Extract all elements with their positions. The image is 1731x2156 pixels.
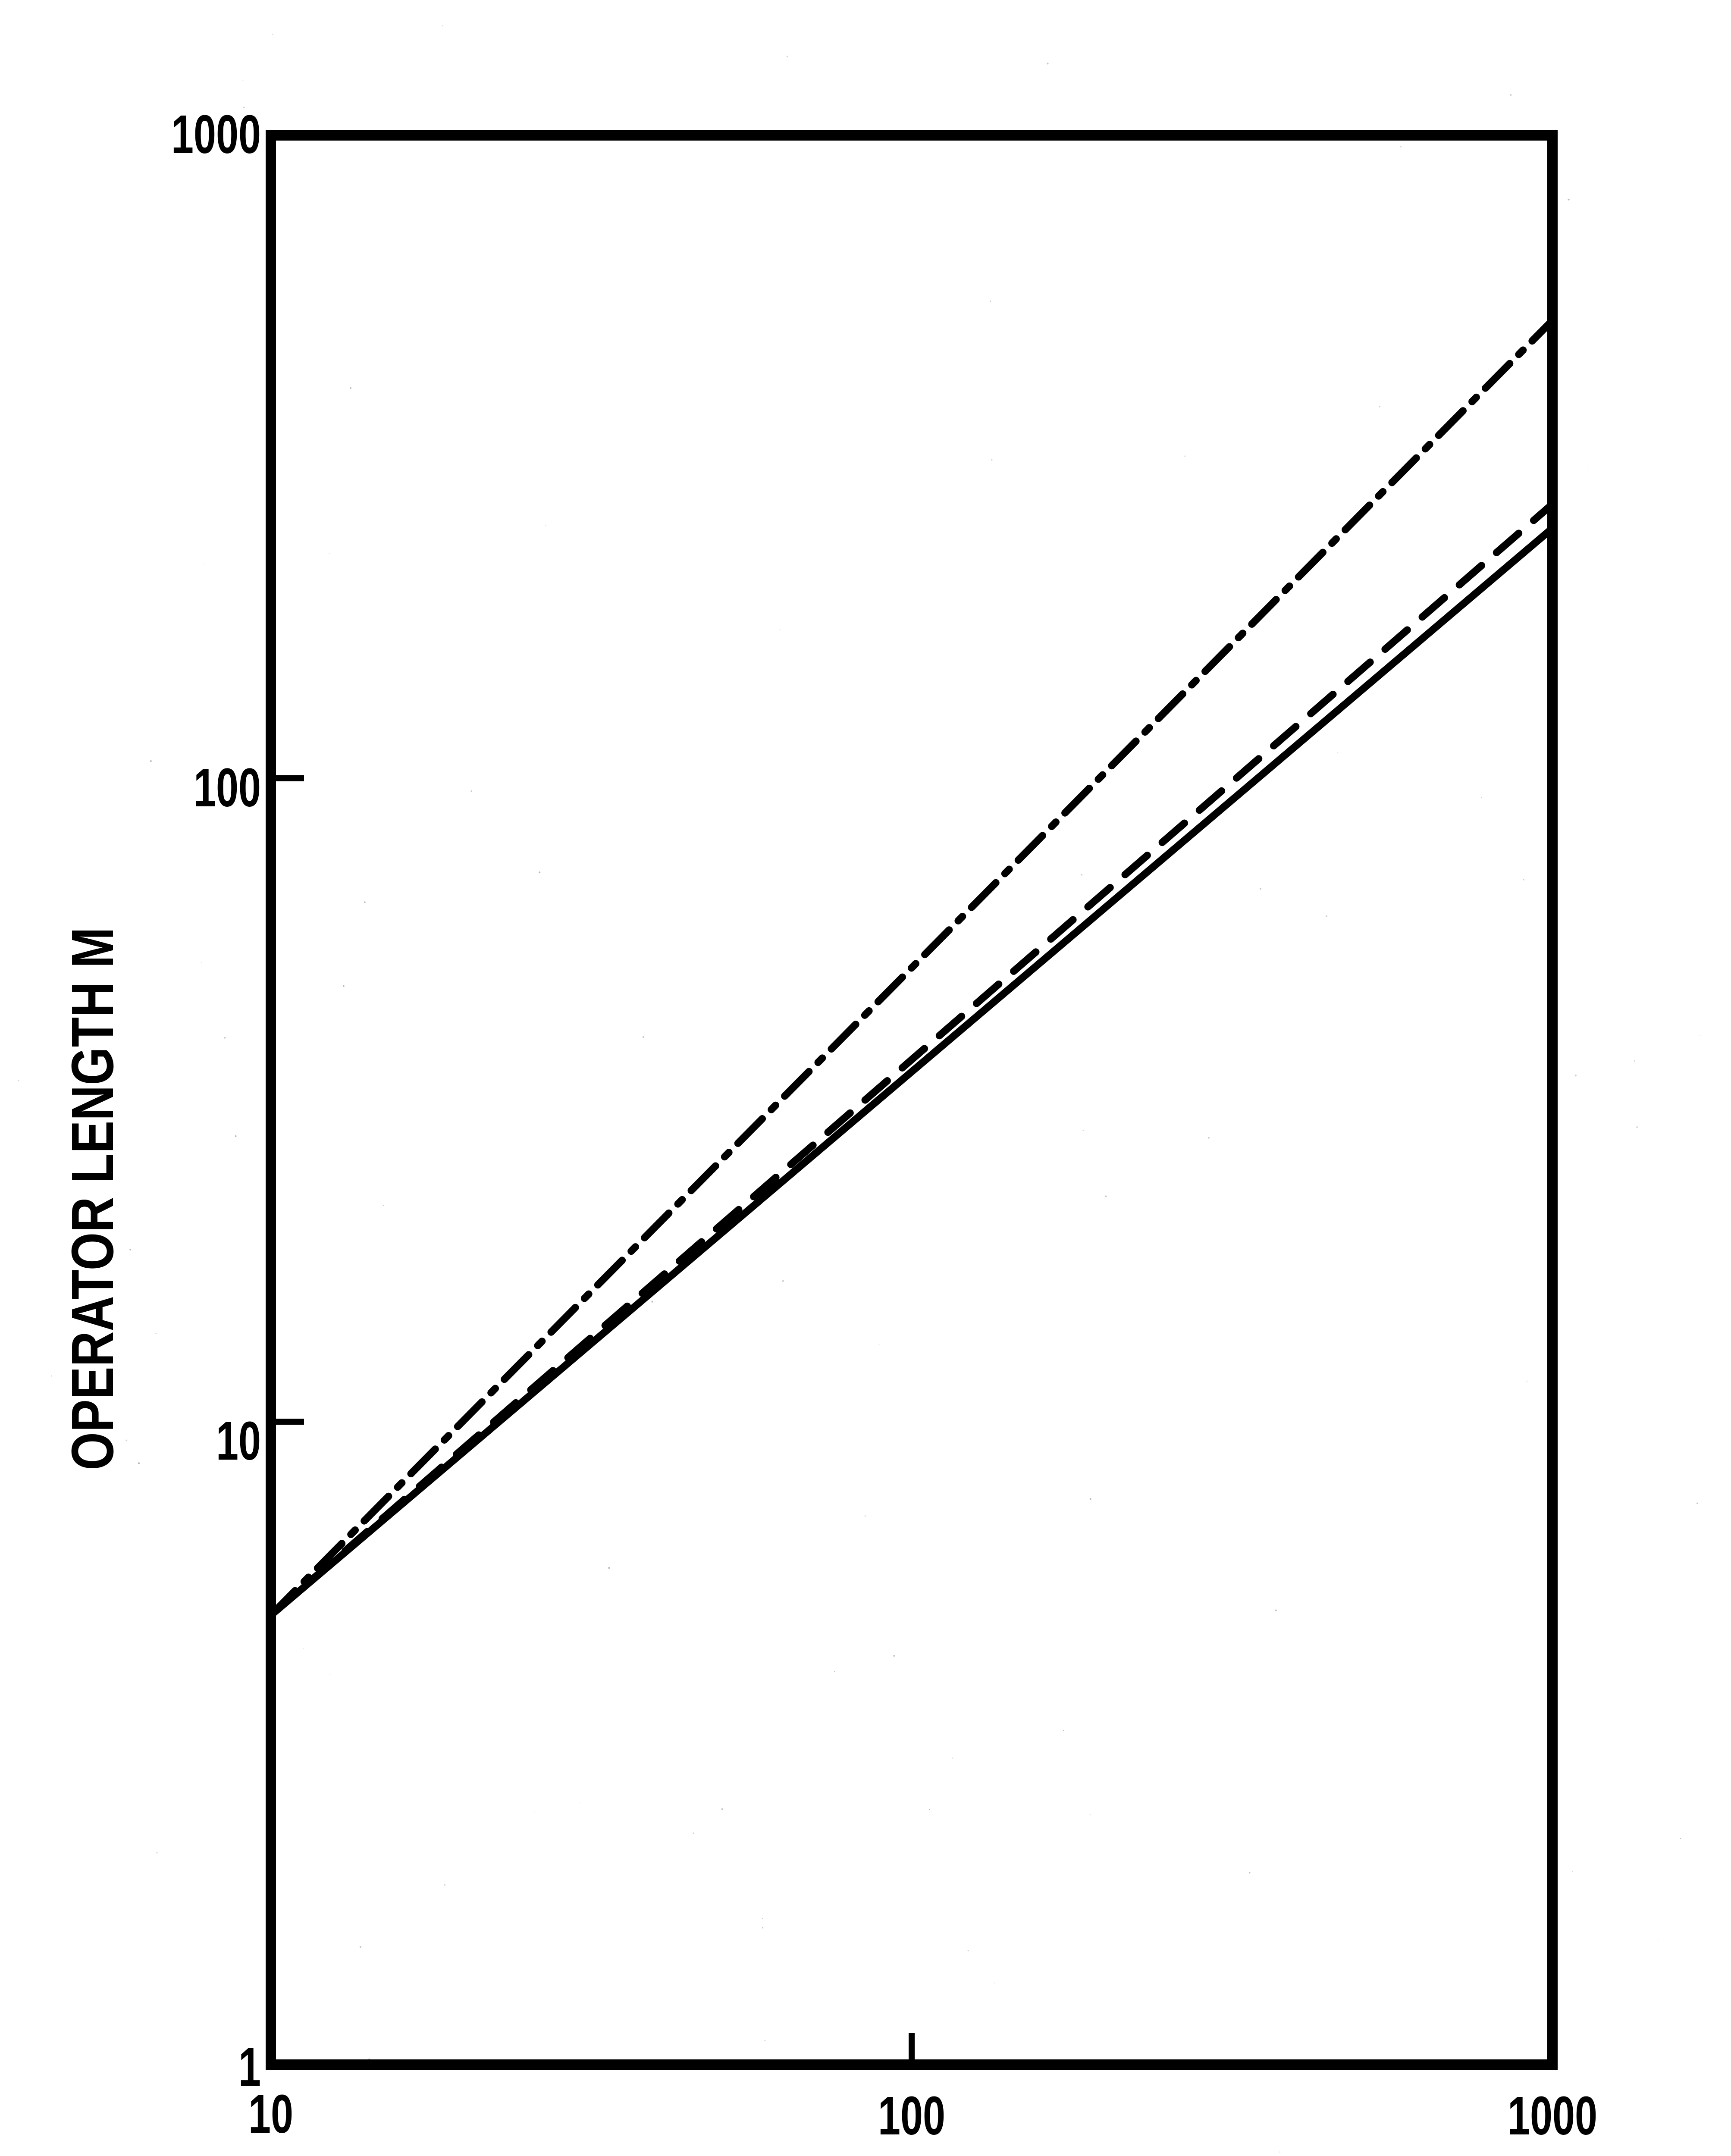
svg-text:10: 10 xyxy=(216,1410,261,1471)
svg-text:100: 100 xyxy=(878,2085,945,2146)
svg-text:1000: 1000 xyxy=(1508,2085,1597,2146)
svg-text:1000: 1000 xyxy=(171,104,261,165)
svg-text:100: 100 xyxy=(194,757,261,818)
svg-text:OPERATOR LENGTH M: OPERATOR LENGTH M xyxy=(60,927,126,1470)
svg-text:10: 10 xyxy=(248,2084,293,2144)
